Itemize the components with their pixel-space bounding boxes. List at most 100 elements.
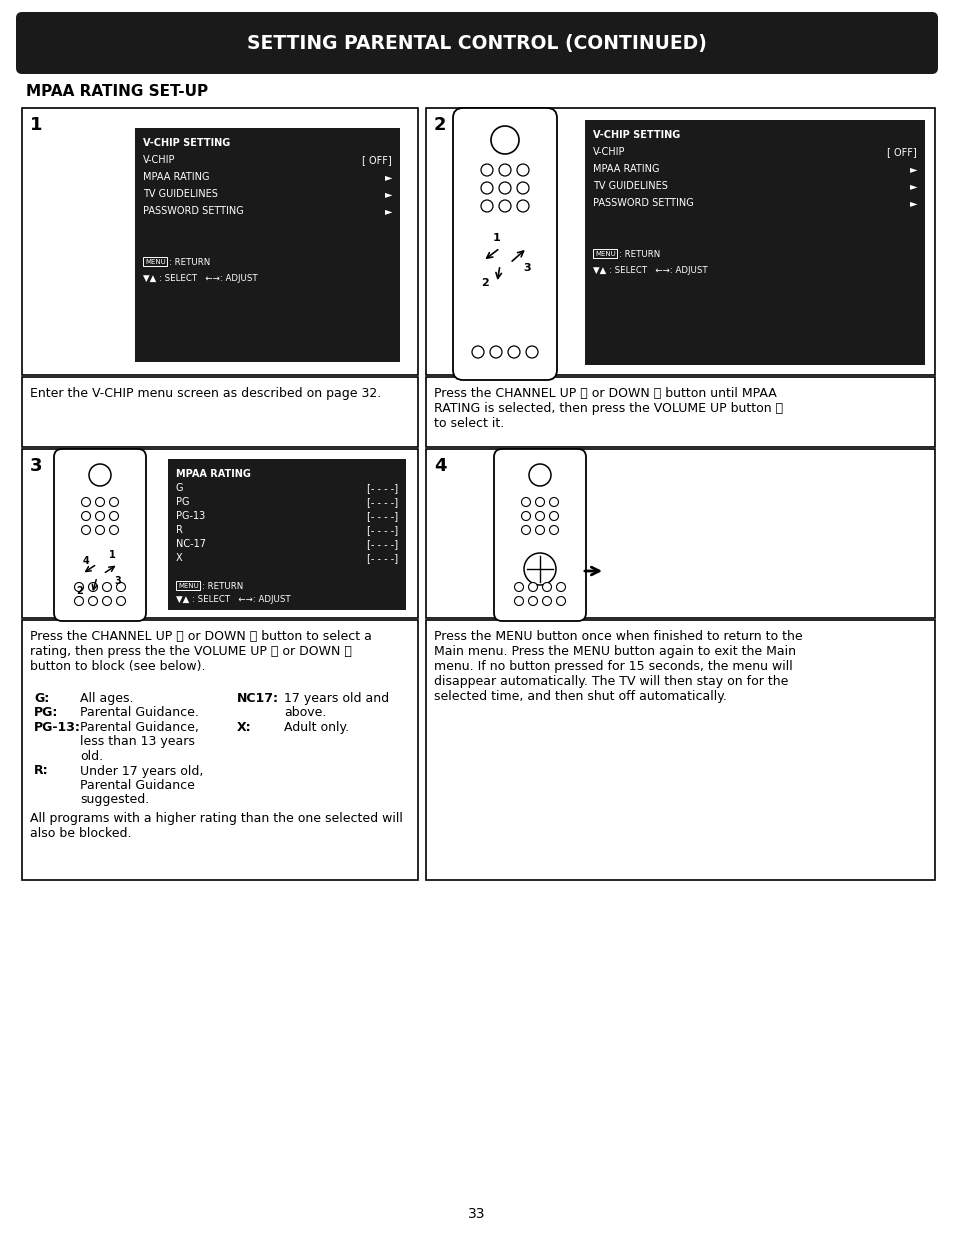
Text: 4: 4	[434, 457, 446, 475]
Text: [- - - -]: [- - - -]	[367, 511, 397, 521]
Text: : RETURN: : RETURN	[202, 582, 243, 592]
Text: NC-17: NC-17	[175, 538, 206, 550]
Text: old.: old.	[80, 750, 103, 763]
Bar	[22, 377, 417, 447]
Text: MPAA RATING: MPAA RATING	[175, 469, 251, 479]
Circle shape	[498, 200, 511, 212]
Text: : RETURN: : RETURN	[169, 258, 210, 267]
Circle shape	[523, 553, 556, 585]
Text: V-CHIP SETTING: V-CHIP SETTING	[143, 138, 230, 148]
Text: less than 13 years: less than 13 years	[80, 736, 194, 748]
Text: ►: ►	[908, 164, 916, 174]
Text: NC17:: NC17:	[236, 692, 278, 705]
Text: R:: R:	[34, 764, 49, 778]
Text: suggested.: suggested.	[80, 794, 149, 806]
Text: 4: 4	[83, 556, 90, 566]
Bar	[22, 620, 417, 881]
Circle shape	[89, 597, 97, 605]
Circle shape	[549, 498, 558, 506]
Text: 2: 2	[434, 116, 446, 135]
Circle shape	[490, 346, 501, 358]
Text: ►: ►	[384, 172, 392, 182]
Bar	[426, 620, 934, 881]
Text: ►: ►	[384, 189, 392, 199]
Text: [- - - -]: [- - - -]	[367, 496, 397, 508]
Text: ►: ►	[384, 206, 392, 216]
Bar	[22, 450, 417, 618]
Text: 17 years old and: 17 years old and	[284, 692, 389, 705]
Text: PG-13: PG-13	[175, 511, 205, 521]
Circle shape	[498, 182, 511, 194]
Text: 1: 1	[30, 116, 43, 135]
Text: PASSWORD SETTING: PASSWORD SETTING	[143, 206, 244, 216]
Circle shape	[517, 182, 529, 194]
Circle shape	[525, 346, 537, 358]
Text: 2: 2	[480, 278, 488, 288]
Text: [- - - -]: [- - - -]	[367, 553, 397, 563]
Text: 1: 1	[493, 233, 500, 243]
FancyBboxPatch shape	[494, 450, 585, 621]
Circle shape	[110, 511, 118, 520]
Circle shape	[102, 597, 112, 605]
Text: 1: 1	[109, 550, 115, 559]
Bar	[135, 128, 399, 362]
Circle shape	[542, 583, 551, 592]
Circle shape	[81, 526, 91, 535]
Circle shape	[521, 526, 530, 535]
Circle shape	[521, 511, 530, 520]
Text: Adult only.: Adult only.	[284, 721, 349, 734]
Text: : RETURN: : RETURN	[618, 249, 659, 259]
Text: 2: 2	[76, 585, 83, 597]
Text: Parental Guidance: Parental Guidance	[80, 779, 194, 792]
Text: TV GUIDELINES: TV GUIDELINES	[143, 189, 217, 199]
Circle shape	[498, 164, 511, 177]
Text: [- - - -]: [- - - -]	[367, 483, 397, 493]
Circle shape	[95, 511, 105, 520]
Circle shape	[517, 200, 529, 212]
Text: R: R	[175, 525, 183, 535]
Bar	[22, 107, 417, 375]
Text: Under 17 years old,: Under 17 years old,	[80, 764, 203, 778]
Circle shape	[480, 200, 493, 212]
Circle shape	[89, 464, 111, 487]
Text: [- - - -]: [- - - -]	[367, 525, 397, 535]
Text: Press the CHANNEL UP Ⓐ or DOWN Ⓑ button until MPAA
RATING is selected, then pres: Press the CHANNEL UP Ⓐ or DOWN Ⓑ button …	[434, 387, 782, 430]
Text: ▼▲ : SELECT   ←→: ADJUST: ▼▲ : SELECT ←→: ADJUST	[593, 266, 707, 275]
Circle shape	[95, 498, 105, 506]
Text: 3: 3	[114, 576, 121, 585]
FancyBboxPatch shape	[16, 12, 937, 74]
Text: MPAA RATING: MPAA RATING	[143, 172, 210, 182]
Circle shape	[110, 526, 118, 535]
Text: All ages.: All ages.	[80, 692, 133, 705]
Text: ►: ►	[908, 198, 916, 207]
Circle shape	[521, 498, 530, 506]
Text: X: X	[175, 553, 182, 563]
Circle shape	[549, 511, 558, 520]
Circle shape	[480, 182, 493, 194]
Circle shape	[480, 164, 493, 177]
Text: MENU: MENU	[178, 583, 198, 589]
Text: V-CHIP: V-CHIP	[593, 147, 625, 157]
Circle shape	[528, 583, 537, 592]
Text: [ OFF]: [ OFF]	[362, 156, 392, 165]
Circle shape	[81, 498, 91, 506]
Text: 3: 3	[522, 263, 530, 273]
Text: SETTING PARENTAL CONTROL (CONTINUED): SETTING PARENTAL CONTROL (CONTINUED)	[247, 33, 706, 53]
Circle shape	[528, 597, 537, 605]
Text: V-CHIP SETTING: V-CHIP SETTING	[593, 130, 679, 140]
Text: MENU: MENU	[145, 258, 166, 264]
Circle shape	[514, 597, 523, 605]
Text: above.: above.	[284, 706, 326, 720]
Text: Parental Guidance,: Parental Guidance,	[80, 721, 198, 734]
Circle shape	[529, 464, 551, 487]
Circle shape	[116, 583, 126, 592]
Bar	[426, 107, 934, 375]
Text: Enter the V-CHIP menu screen as described on page 32.: Enter the V-CHIP menu screen as describe…	[30, 387, 381, 400]
Bar	[143, 257, 167, 266]
Bar	[593, 249, 617, 258]
Circle shape	[514, 583, 523, 592]
Circle shape	[74, 583, 84, 592]
Circle shape	[535, 498, 544, 506]
Circle shape	[110, 498, 118, 506]
Bar	[426, 450, 934, 618]
